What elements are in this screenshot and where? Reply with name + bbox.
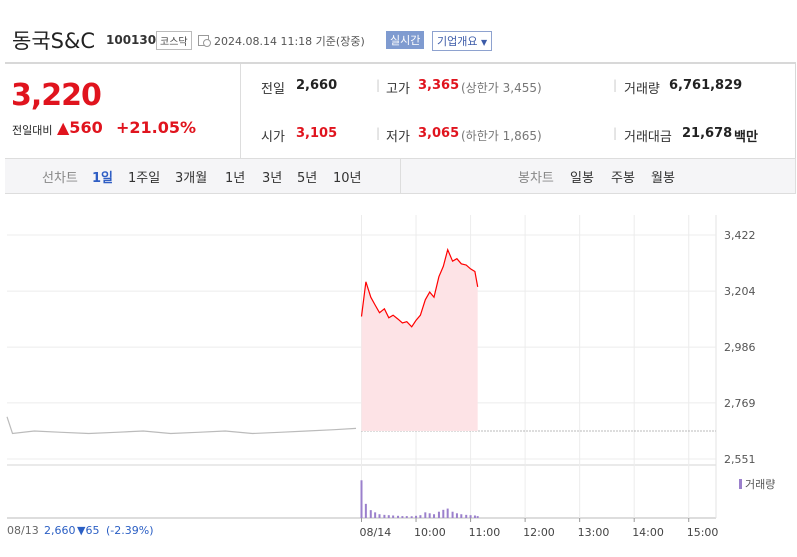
price-area [361,249,478,431]
market-badge: 코스닥 [156,31,192,50]
volume-bar [469,515,472,518]
volume-bar [387,515,390,518]
quote-label: 전일 [261,82,285,97]
period-tab[interactable]: 5년 [297,171,318,186]
y-tick-label: 3,204 [724,285,756,298]
clock-icon [198,35,211,47]
line-chart-label: 선차트 [42,171,78,186]
quote-note: (상한가 3,455) [461,81,542,95]
volume-bar [476,516,479,518]
prev-rate: (-2.39%) [106,524,154,537]
quote-unit: 백만 [734,130,758,145]
price-line [6,416,357,435]
volume-bar [378,514,381,518]
prev-close: 2,660 [44,524,76,537]
x-tick-label: 12:00 [523,526,555,539]
volume-bar [369,510,372,518]
quote-value: 6,761,829 [669,78,743,93]
candle-tab[interactable]: 월봉 [651,171,675,186]
volume-bar [392,515,395,518]
volume-bar [455,513,458,518]
separator: | [613,126,618,140]
period-tab[interactable]: 3개월 [175,171,208,186]
volume-bar [374,512,377,518]
x-tick-label: 15:00 [687,526,719,539]
volume-bar [433,514,436,518]
volume-bar [360,480,363,518]
volume-bar [405,516,408,518]
separator: | [376,126,381,140]
period-tab[interactable]: 10년 [333,171,362,186]
volume-bar [437,511,440,518]
y-tick-label: 2,551 [724,453,756,466]
volume-bar [424,512,427,518]
company-info-button[interactable]: 기업개요 ▼ [432,31,493,51]
period-tab[interactable]: 1년 [225,171,246,186]
quote-label: 고가 [386,82,410,97]
quote-value: 3,065 [418,126,460,141]
x-tick-label: 08/14 [360,526,392,539]
x-tick-label: 14:00 [632,526,664,539]
prev-change: ▼65 [77,524,100,537]
volume-bar [397,515,400,518]
y-tick-label: 3,422 [724,229,756,242]
period-tab[interactable]: 1일 [92,171,114,186]
realtime-badge[interactable]: 실시간 [386,31,425,49]
quote-value: 2,660 [296,78,338,93]
quote-value: 21,678 [682,126,733,141]
volume-bar [419,515,422,518]
volume-bar [465,514,468,518]
x-tick-label: 10:00 [414,526,446,539]
volume-bar [473,515,476,518]
x-tick-label: 11:00 [469,526,501,539]
volume-bar [460,514,463,518]
volume-bar [401,516,404,518]
quote-label: 거래대금 [624,130,672,145]
y-tick-label: 2,769 [724,397,756,410]
divider [240,64,241,158]
stock-code: 100130 [106,33,157,47]
change-label: 전일대비 [12,124,53,137]
volume-bar [364,503,367,518]
legend-swatch [739,479,742,489]
quote-time: 2024.08.14 11:18 기준(장중) [214,35,365,48]
current-price: 3,220 [11,78,102,113]
volume-bar [451,511,454,518]
quote-box [5,62,796,160]
period-tab[interactable]: 3년 [262,171,283,186]
quote-value: 3,365 [418,78,460,93]
quote-label: 시가 [261,130,285,145]
volume-bar [442,509,445,518]
quote-value: 3,105 [296,126,338,141]
y-tick-label: 2,986 [724,341,756,354]
volume-bar [428,513,431,518]
stock-name: 동국S&C [12,29,96,53]
divider [400,159,401,193]
separator: | [376,78,381,92]
candle-tab[interactable]: 주봉 [611,171,635,186]
volume-bar [446,508,449,518]
prev-date: 08/13 [7,524,39,537]
company-info-label: 기업개요 [437,35,478,48]
volume-bar [410,516,413,518]
quote-note: (하한가 1,865) [461,129,542,143]
change-rate: +21.05% [116,118,197,137]
legend-label: 거래량 [745,478,775,491]
period-tab[interactable]: 1주일 [128,171,161,186]
volume-bar [415,515,418,518]
separator: | [613,78,618,92]
x-tick-label: 13:00 [578,526,610,539]
volume-bar [383,514,386,518]
price-line [360,247,479,328]
candle-chart-label: 봉차트 [518,171,554,186]
change-value: ▲560 [57,118,103,137]
candle-tab[interactable]: 일봉 [570,171,594,186]
quote-label: 저가 [386,130,410,145]
quote-label: 거래량 [624,82,660,97]
